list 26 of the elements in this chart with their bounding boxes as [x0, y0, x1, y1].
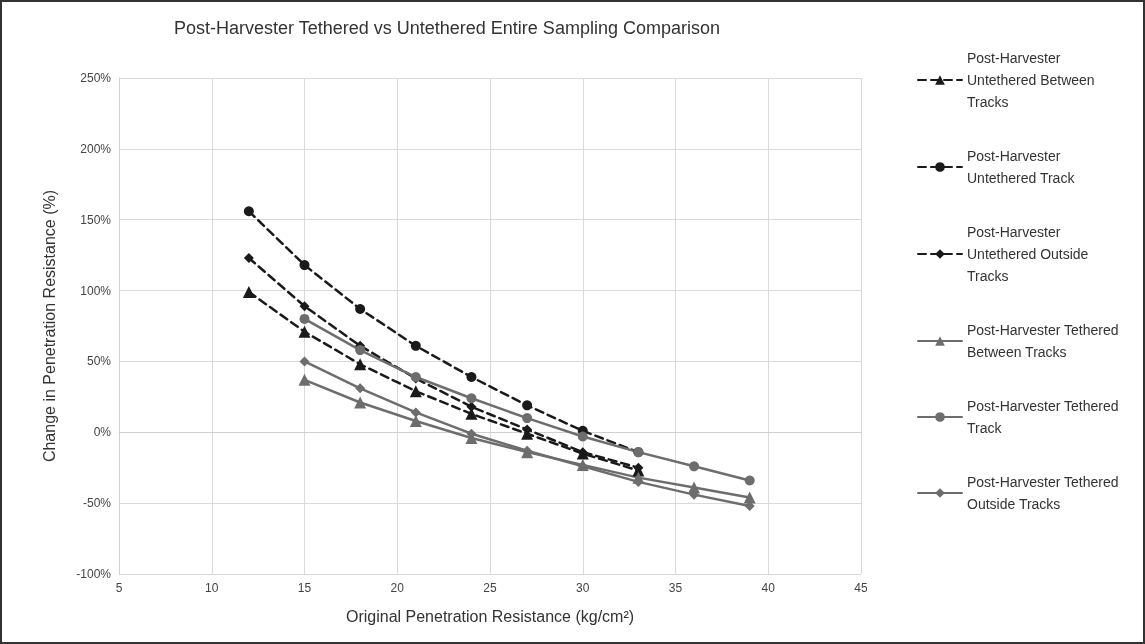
- x-tick-label: 25: [483, 581, 497, 595]
- x-tick-label: 40: [761, 581, 776, 595]
- x-tick-label: 45: [854, 581, 868, 595]
- y-tick-label: -100%: [76, 567, 112, 581]
- x-tick-label: 5: [115, 581, 123, 595]
- y-tick-label: -50%: [82, 496, 112, 511]
- x-tick-label: 10: [205, 581, 219, 595]
- x-tick-label: 35: [668, 581, 683, 595]
- y-tick-label: 100%: [80, 283, 112, 298]
- legend-label: Post-Harvester Untethered Outside Tracks: [967, 224, 1093, 284]
- x-axis-title: Original Penetration Resistance (kg/cm²): [345, 607, 635, 625]
- legend-label: Post-Harvester Untethered Between Tracks: [967, 50, 1099, 110]
- y-axis-title: Change in Penetration Resistance (%): [40, 189, 58, 463]
- y-tick-label: 250%: [80, 71, 112, 85]
- legend-label: Post-Harvester Untethered Track: [967, 148, 1076, 186]
- chart-title: Post-Harvester Tethered vs Untethered Entire Sampling Comparison: [174, 18, 720, 38]
- y-tick-label: 150%: [80, 212, 112, 227]
- legend-label: Post-Harvester Tethered Between Tracks: [967, 322, 1123, 360]
- legend-label: Post-Harvester Tethered Outside Tracks: [967, 474, 1123, 512]
- x-tick-label: 15: [297, 581, 312, 595]
- legend-label: Post-Harvester Tethered Track: [967, 398, 1123, 436]
- y-tick-label: 0%: [93, 425, 112, 440]
- y-tick-label: 50%: [86, 354, 112, 369]
- y-tick-label: 200%: [80, 141, 112, 156]
- x-tick-label: 20: [390, 581, 405, 595]
- x-tick-label: 30: [576, 581, 590, 595]
